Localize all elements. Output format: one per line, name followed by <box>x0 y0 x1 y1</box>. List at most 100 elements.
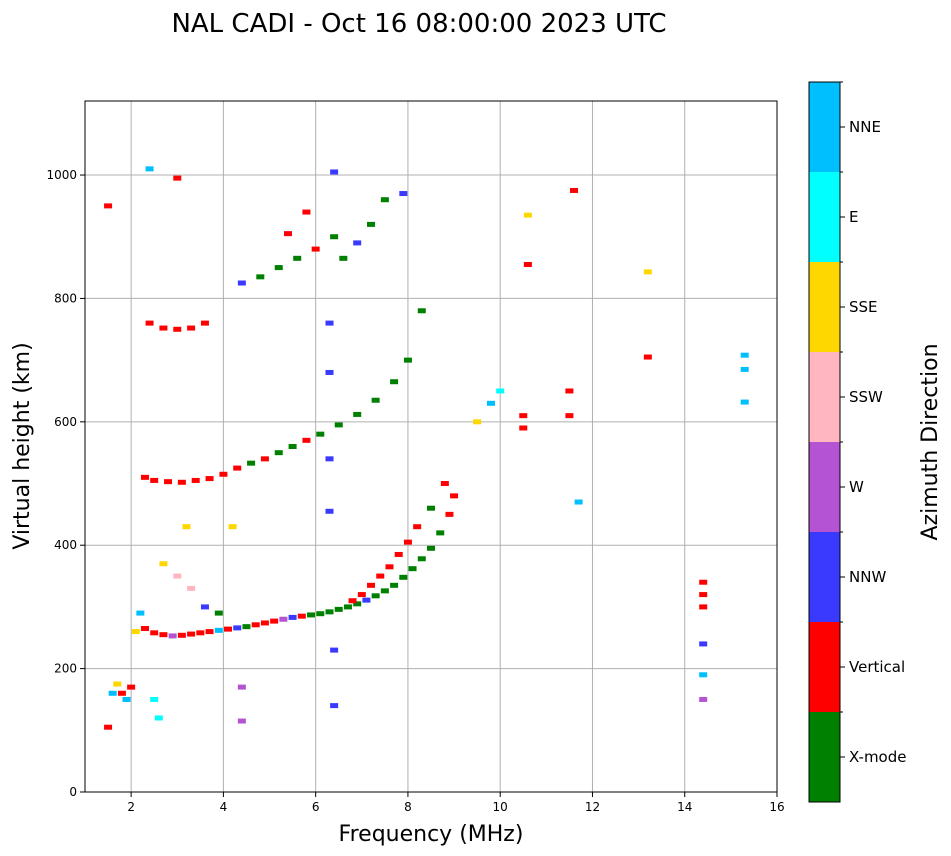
echo-point <box>311 246 320 252</box>
echo-point <box>159 325 168 331</box>
echo-point <box>450 493 459 499</box>
echo-point <box>565 413 574 419</box>
echo-point <box>136 610 145 616</box>
echo-point <box>237 280 246 286</box>
colorbar-tick-label: SSE <box>849 298 878 316</box>
echo-point <box>376 573 385 579</box>
echo-point <box>325 456 334 462</box>
echo-point <box>251 622 260 628</box>
x-tick-label: 16 <box>769 800 784 814</box>
echo-point <box>159 632 168 638</box>
echo-point <box>173 326 182 332</box>
echo-point <box>334 422 343 428</box>
echo-point <box>330 169 339 175</box>
echo-point <box>260 456 269 462</box>
echo-point <box>486 400 495 406</box>
echo-point <box>643 269 652 275</box>
plot-frame <box>84 100 778 793</box>
echo-point <box>380 588 389 594</box>
echo-point <box>164 479 173 485</box>
echo-point <box>214 627 223 633</box>
x-tick-label: 8 <box>404 800 412 814</box>
echo-point <box>140 626 149 632</box>
echo-point <box>173 175 182 181</box>
echo-point <box>440 481 449 487</box>
echo-point <box>403 357 412 363</box>
echo-point <box>104 203 113 209</box>
echo-point <box>187 585 196 591</box>
echo-point <box>274 265 283 271</box>
colorbar-segment <box>809 262 840 352</box>
echo-point <box>256 274 265 280</box>
echo-point <box>390 582 399 588</box>
echo-point <box>367 582 376 588</box>
colorbar-tick-label: NNW <box>849 568 886 586</box>
echo-point <box>348 598 357 604</box>
echo-point <box>334 606 343 612</box>
echo-point <box>408 566 417 572</box>
echo-point <box>117 690 126 696</box>
echo-point <box>237 718 246 724</box>
echo-point <box>740 399 749 405</box>
colorbar-tick-label: E <box>849 208 858 226</box>
echo-point <box>371 397 380 403</box>
echo-point <box>699 579 708 585</box>
echo-point <box>427 505 435 511</box>
echo-point <box>182 524 191 530</box>
echo-point <box>523 261 532 267</box>
echo-point <box>330 703 339 709</box>
echo-point <box>519 425 528 431</box>
echo-point <box>173 573 182 579</box>
echo-point <box>205 629 214 635</box>
echo-point <box>339 255 348 261</box>
echo-point <box>417 308 426 314</box>
echo-point <box>288 444 297 449</box>
echo-point <box>233 465 242 471</box>
echo-point <box>699 604 708 610</box>
echo-point <box>168 633 177 639</box>
echo-point <box>473 419 482 425</box>
echo-point <box>196 630 205 636</box>
echo-point <box>699 641 708 647</box>
y-tick-label: 600 <box>54 415 77 429</box>
x-tick-label: 6 <box>312 800 320 814</box>
echo-point <box>343 604 352 610</box>
y-tick-label: 0 <box>69 785 77 799</box>
echo-point <box>565 388 574 394</box>
echo-point <box>325 508 334 514</box>
echo-point <box>570 187 579 193</box>
echo-point <box>413 524 422 530</box>
echo-point <box>145 166 154 172</box>
echo-point <box>399 191 408 197</box>
colorbar-segment <box>809 622 840 712</box>
colorbar-segment <box>809 442 840 532</box>
echo-point <box>187 325 196 331</box>
echo-point <box>150 630 159 636</box>
echo-point <box>496 388 505 394</box>
colorbar-frame <box>808 81 841 803</box>
echo-point <box>385 564 394 570</box>
echo-point <box>219 471 228 477</box>
echo-point <box>187 631 196 637</box>
colorbar-segment <box>809 352 840 442</box>
echo-point <box>643 354 652 360</box>
y-tick-label: 800 <box>54 291 77 305</box>
colorbar-tick-label: X-mode <box>849 748 906 766</box>
echo-point <box>270 618 279 624</box>
echo-point <box>427 545 435 551</box>
echo-point <box>394 551 403 557</box>
echo-point <box>237 684 246 690</box>
echo-point <box>297 613 306 619</box>
echo-point <box>353 240 362 246</box>
echo-point <box>325 609 334 615</box>
echo-point <box>330 647 339 653</box>
colorbar-tick-label: SSW <box>849 388 883 406</box>
echo-point <box>302 209 311 215</box>
echo-point <box>200 604 209 610</box>
echo-point <box>108 690 117 696</box>
colorbar-tick-label: Vertical <box>849 658 905 676</box>
echo-point <box>699 592 708 598</box>
colorbar-segment <box>809 532 840 622</box>
echo-point <box>353 601 362 607</box>
